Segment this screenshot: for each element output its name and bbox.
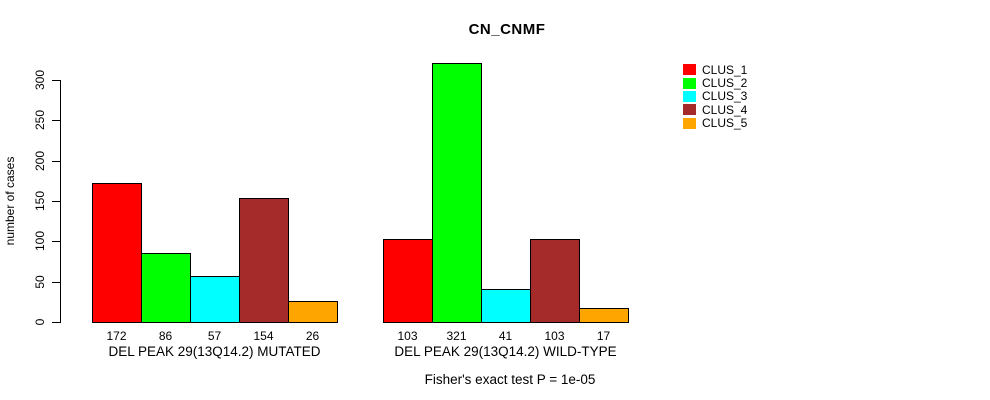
bar-clus_5-mutated bbox=[288, 301, 338, 323]
bar-value-label: 57 bbox=[207, 329, 222, 343]
y-tick-label: 200 bbox=[33, 150, 47, 172]
y-tick bbox=[52, 201, 60, 202]
legend-label: CLUS_2 bbox=[702, 76, 748, 91]
legend-item-clus_3: CLUS_3 bbox=[683, 89, 748, 104]
bar-value-label: 26 bbox=[305, 329, 320, 343]
y-tick bbox=[52, 120, 60, 121]
legend-label: CLUS_3 bbox=[702, 89, 748, 104]
bar-value-label: 321 bbox=[446, 329, 467, 343]
legend-swatch-icon bbox=[683, 104, 696, 116]
y-tick bbox=[52, 282, 60, 283]
legend-label: CLUS_5 bbox=[702, 116, 748, 131]
group-label-mutated: DEL PEAK 29(13Q14.2) MUTATED bbox=[108, 344, 321, 359]
bar-clus_3-wild-type bbox=[481, 289, 531, 323]
legend-swatch-icon bbox=[683, 77, 696, 89]
y-tick-label: 0 bbox=[33, 318, 47, 326]
legend-swatch-icon bbox=[683, 117, 696, 129]
chart-title: CN_CNMF bbox=[468, 21, 546, 38]
y-tick bbox=[52, 161, 60, 162]
legend-item-clus_1: CLUS_1 bbox=[683, 62, 748, 77]
bar-clus_4-mutated bbox=[239, 198, 289, 323]
bar-clus_1-mutated bbox=[92, 183, 142, 323]
bar-clus_2-wild-type bbox=[432, 63, 482, 323]
bar-clus_1-wild-type bbox=[383, 239, 433, 323]
y-axis-line bbox=[60, 80, 61, 323]
bar-value-label: 103 bbox=[397, 329, 418, 343]
group-label-wild-type: DEL PEAK 29(13Q14.2) WILD-TYPE bbox=[394, 344, 617, 359]
bar-value-label: 154 bbox=[253, 329, 274, 343]
bar-value-label: 17 bbox=[596, 329, 611, 343]
bar-value-label: 172 bbox=[106, 329, 127, 343]
legend-item-clus_4: CLUS_4 bbox=[683, 102, 748, 117]
legend-swatch-icon bbox=[683, 90, 696, 102]
y-tick bbox=[52, 322, 60, 323]
y-tick-label: 150 bbox=[33, 190, 47, 212]
legend-item-clus_5: CLUS_5 bbox=[683, 116, 748, 131]
y-tick-label: 50 bbox=[33, 275, 47, 289]
y-tick bbox=[52, 241, 60, 242]
legend-swatch-icon bbox=[683, 64, 696, 76]
legend-label: CLUS_1 bbox=[702, 62, 748, 77]
bar-clus_5-wild-type bbox=[579, 308, 629, 323]
legend-item-clus_2: CLUS_2 bbox=[683, 76, 748, 91]
y-tick-label: 100 bbox=[33, 230, 47, 252]
legend: CLUS_1 CLUS_2 CLUS_3 CLUS_4 CLUS_5 bbox=[683, 63, 747, 130]
y-axis-label: number of cases bbox=[3, 156, 17, 246]
bar-value-label: 86 bbox=[158, 329, 173, 343]
y-tick bbox=[52, 80, 60, 81]
bar-value-label: 41 bbox=[498, 329, 513, 343]
y-tick-label: 300 bbox=[33, 69, 47, 91]
bar-clus_4-wild-type bbox=[530, 239, 580, 323]
bar-clus_3-mutated bbox=[190, 276, 240, 323]
bar-value-label: 103 bbox=[544, 329, 565, 343]
bar-clus_2-mutated bbox=[141, 253, 191, 323]
legend-label: CLUS_4 bbox=[702, 102, 748, 117]
y-tick-label: 250 bbox=[33, 109, 47, 131]
annotation-fishers-test: Fisher's exact test P = 1e-05 bbox=[424, 372, 596, 387]
